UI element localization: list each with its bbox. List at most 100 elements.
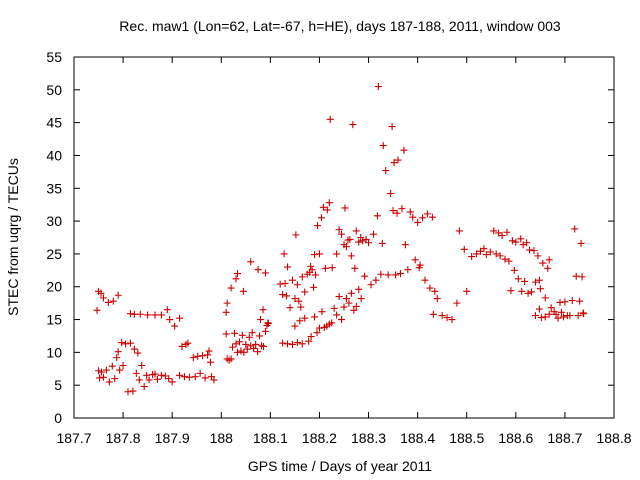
- data-point: [531, 278, 539, 286]
- data-point: [409, 213, 417, 221]
- data-point: [338, 230, 346, 238]
- y-tick-label: 30: [46, 213, 62, 229]
- data-point: [145, 376, 153, 384]
- x-tick-label: 188.1: [253, 430, 288, 446]
- data-point: [426, 284, 434, 292]
- data-point: [374, 83, 382, 91]
- data-point: [196, 369, 204, 377]
- data-point: [180, 373, 188, 381]
- x-tick-label: 188.8: [596, 430, 631, 446]
- data-point: [335, 293, 343, 301]
- data-point: [545, 256, 553, 264]
- data-point: [367, 281, 375, 289]
- data-point: [280, 250, 288, 258]
- data-point: [421, 276, 429, 284]
- data-point: [279, 339, 287, 347]
- data-point: [168, 378, 176, 386]
- data-point: [377, 270, 385, 278]
- x-tick-label: 187.7: [56, 430, 91, 446]
- data-point: [206, 358, 214, 366]
- data-point: [431, 287, 439, 295]
- data-point: [97, 289, 105, 297]
- data-point: [480, 245, 488, 253]
- data-point: [547, 304, 555, 312]
- data-point: [365, 239, 373, 247]
- data-point: [297, 303, 305, 311]
- data-point: [443, 314, 451, 322]
- data-point: [239, 287, 247, 295]
- data-point: [189, 354, 197, 362]
- data-point: [428, 213, 436, 221]
- data-point: [284, 340, 292, 348]
- data-point: [144, 311, 152, 319]
- data-point: [250, 344, 258, 352]
- data-point: [264, 319, 272, 327]
- data-point: [416, 261, 424, 269]
- data-point: [388, 123, 396, 131]
- data-point: [389, 207, 397, 215]
- data-point: [577, 239, 585, 247]
- data-point: [254, 266, 262, 274]
- data-point: [122, 340, 130, 348]
- data-point: [323, 206, 331, 214]
- data-point: [238, 331, 246, 339]
- data-point: [398, 205, 406, 213]
- data-point: [130, 345, 138, 353]
- data-point: [232, 275, 240, 283]
- data-point: [279, 291, 287, 299]
- data-point: [382, 167, 390, 175]
- data-point: [524, 289, 532, 297]
- data-point: [292, 231, 300, 239]
- plot-frame: [73, 56, 615, 419]
- x-tick-label: 188.7: [547, 430, 582, 446]
- data-point: [535, 276, 543, 284]
- data-point: [342, 243, 350, 251]
- data-point: [288, 276, 296, 284]
- data-point: [243, 345, 251, 353]
- data-point: [233, 348, 241, 356]
- data-point: [438, 312, 446, 320]
- data-point: [281, 279, 289, 287]
- y-tick-label: 40: [46, 147, 62, 163]
- data-point: [541, 313, 549, 321]
- data-point: [411, 256, 419, 264]
- data-point: [492, 250, 500, 258]
- data-point: [171, 322, 179, 330]
- data-point: [448, 316, 456, 324]
- data-point: [307, 333, 315, 341]
- y-tick-label: 20: [46, 279, 62, 295]
- data-point: [345, 299, 353, 307]
- data-point: [536, 285, 544, 293]
- data-point: [373, 212, 381, 220]
- data-point: [288, 340, 296, 348]
- data-point: [301, 314, 309, 322]
- data-point: [229, 343, 237, 351]
- data-point: [97, 368, 105, 376]
- data-point: [283, 292, 291, 300]
- data-point: [406, 208, 414, 216]
- data-point: [153, 375, 161, 383]
- data-point: [328, 264, 336, 272]
- data-point: [340, 303, 348, 311]
- data-point: [199, 352, 207, 360]
- data-point: [311, 313, 319, 321]
- data-point: [312, 271, 320, 279]
- y-tick-label: 50: [46, 82, 62, 98]
- data-point: [165, 375, 173, 383]
- data-point: [544, 264, 552, 272]
- data-point: [572, 272, 580, 280]
- data-point: [105, 378, 113, 386]
- data-point: [247, 258, 255, 266]
- data-point: [116, 366, 124, 374]
- data-point: [163, 306, 171, 314]
- data-point: [235, 338, 243, 346]
- data-point: [541, 294, 549, 302]
- data-point: [313, 329, 321, 337]
- data-point: [204, 351, 212, 359]
- data-point: [490, 227, 498, 235]
- data-point: [351, 264, 359, 272]
- x-tick-label: 188.6: [498, 430, 533, 446]
- data-point: [151, 311, 159, 319]
- data-point: [119, 361, 127, 369]
- data-point: [357, 295, 365, 303]
